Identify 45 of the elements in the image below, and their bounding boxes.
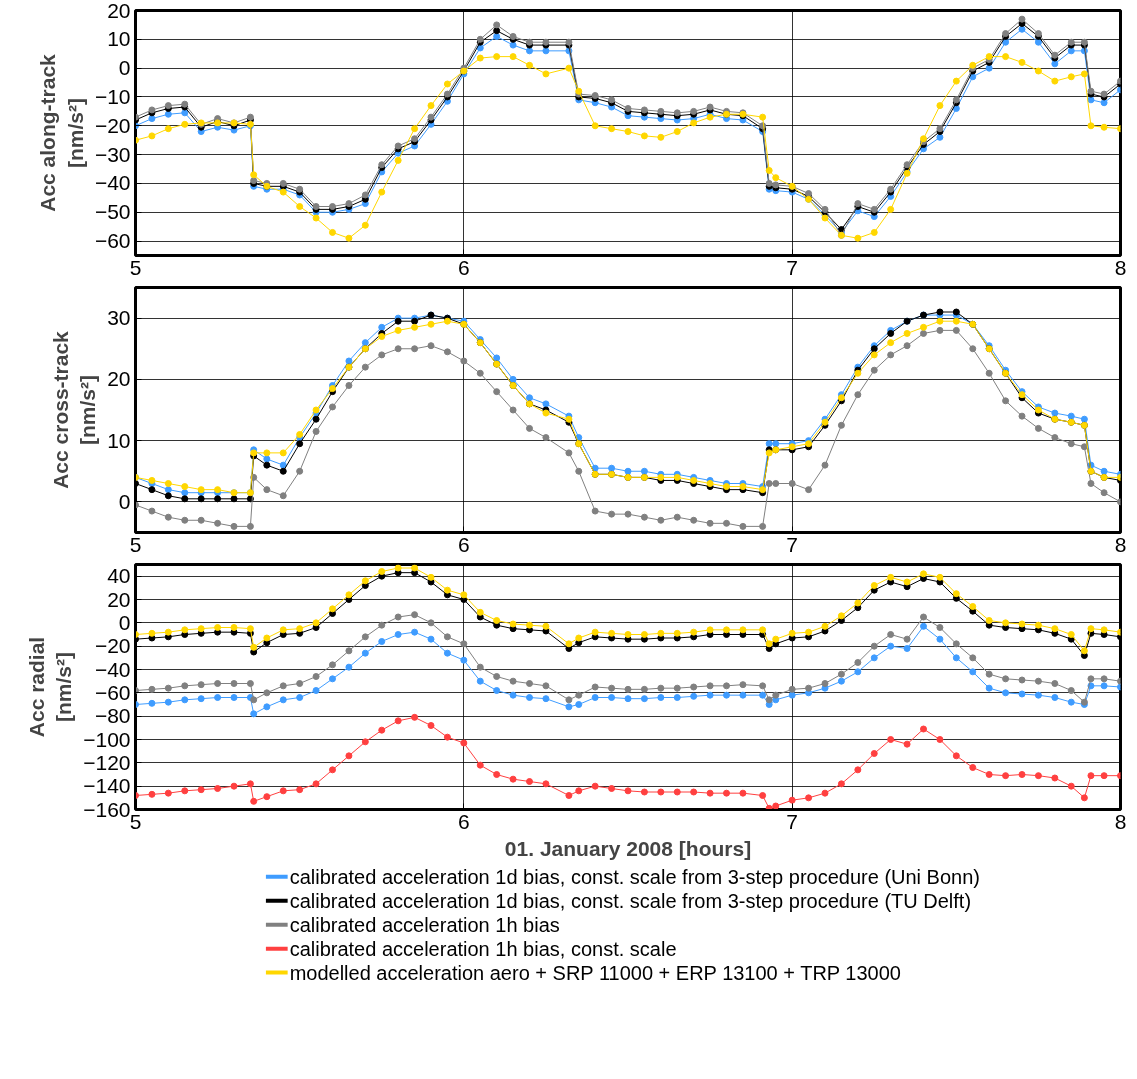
x-tick-label: 8 <box>1114 809 1127 833</box>
y-tick-label: −50 <box>94 200 131 224</box>
y-tick-label: 0 <box>118 610 131 634</box>
y-axis-title: Acc cross-track [nm/s²] <box>48 330 100 489</box>
legend-label: calibrated acceleration 1h bias, const. scale <box>289 937 677 960</box>
y-tick-label: 20 <box>107 587 131 611</box>
y-tick-label: −60 <box>94 229 131 253</box>
legend-label: calibrated acceleration 1d bias, const. scale from 3-step procedure (TU Delft) <box>289 889 972 912</box>
x-tick-label: 7 <box>786 255 799 279</box>
y-tick-label: 0 <box>118 56 131 80</box>
y-tick-label: −120 <box>83 750 131 774</box>
y-tick-label: 40 <box>107 564 131 588</box>
y-tick-label: 10 <box>107 27 131 51</box>
y-tick-label: −20 <box>94 634 131 658</box>
x-tick-label: 6 <box>457 532 470 556</box>
x-axis-title: 01. January 2008 [hours] <box>504 836 752 860</box>
legend-label: calibrated acceleration 1h bias <box>289 913 560 936</box>
legend-label: modelled acceleration aero + SRP 11000 + ERP 13100 + TRP 13000 <box>289 961 901 984</box>
x-tick-label: 7 <box>786 809 799 833</box>
y-tick-label: 20 <box>107 0 131 22</box>
y-tick-label: −80 <box>94 704 131 728</box>
x-tick-label: 5 <box>129 809 142 833</box>
y-tick-label: −40 <box>94 657 131 681</box>
y-axis-title: Acc along-track [nm/s²] <box>36 53 87 212</box>
y-tick-label: −20 <box>94 113 131 137</box>
y-tick-label: 20 <box>107 367 131 391</box>
y-tick-label: −160 <box>83 797 131 821</box>
y-tick-label: −40 <box>94 171 131 195</box>
y-tick-label: −140 <box>83 774 131 798</box>
y-tick-label: 0 <box>118 489 131 513</box>
y-tick-label: −10 <box>94 84 131 108</box>
y-tick-label: −60 <box>94 680 131 704</box>
x-tick-label: 8 <box>1114 255 1127 279</box>
x-tick-label: 6 <box>457 255 470 279</box>
x-tick-label: 6 <box>457 809 470 833</box>
x-tick-label: 7 <box>786 532 799 556</box>
y-tick-label: 30 <box>107 306 131 330</box>
y-tick-label: −30 <box>94 142 131 166</box>
y-axis-title: Acc radial [nm/s²] <box>24 636 76 738</box>
y-tick-label: −100 <box>83 727 131 751</box>
x-tick-label: 8 <box>1114 532 1127 556</box>
y-tick-label: 10 <box>107 428 131 452</box>
x-tick-label: 5 <box>129 532 142 556</box>
legend-label: calibrated acceleration 1d bias, const. scale from 3-step procedure (Uni Bonn) <box>289 865 980 888</box>
x-tick-label: 5 <box>129 255 142 279</box>
